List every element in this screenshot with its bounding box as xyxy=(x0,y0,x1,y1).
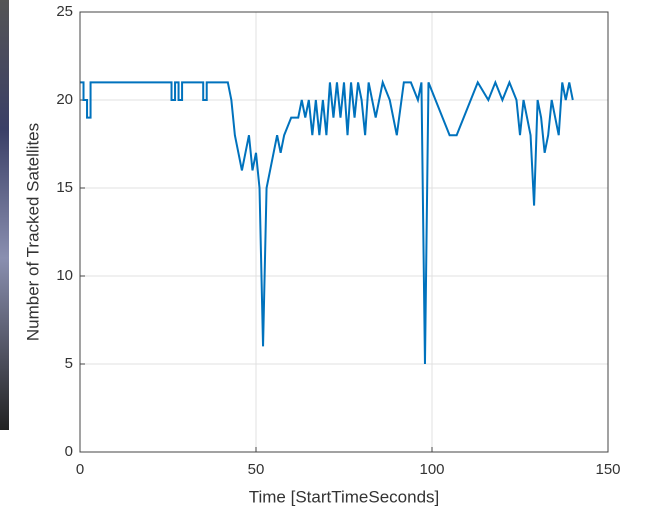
page: Time [StartTimeSeconds] Number of Tracke… xyxy=(0,0,653,515)
y-tick-label: 0 xyxy=(65,443,73,460)
y-tick-label: 25 xyxy=(56,3,73,20)
x-tick-label: 0 xyxy=(76,461,84,478)
x-tick-label: 50 xyxy=(248,461,265,478)
x-tick-label: 150 xyxy=(595,461,620,478)
x-tick-label: 100 xyxy=(419,461,444,478)
chart: Time [StartTimeSeconds] Number of Tracke… xyxy=(0,0,653,515)
cropped-image xyxy=(0,0,9,430)
y-tick-label: 10 xyxy=(56,267,73,284)
x-axis-label: Time [StartTimeSeconds] xyxy=(249,487,440,506)
y-tick-label: 5 xyxy=(65,355,73,372)
y-tick-label: 15 xyxy=(56,179,73,196)
plot-area xyxy=(80,12,608,452)
y-axis-label: Number of Tracked Satellites xyxy=(23,123,42,341)
y-tick-label: 20 xyxy=(56,91,73,108)
